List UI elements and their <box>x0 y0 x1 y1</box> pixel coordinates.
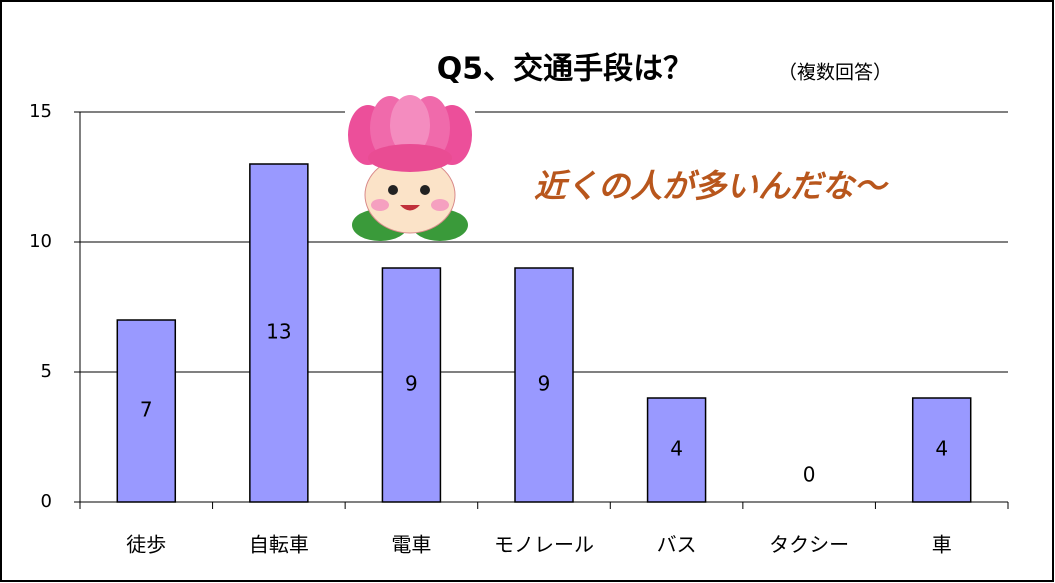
bar <box>249 163 309 503</box>
data-label: 9 <box>538 372 551 396</box>
bar <box>514 267 574 503</box>
bar <box>911 397 972 503</box>
mascot <box>345 95 475 241</box>
y-tick-label: 10 <box>29 231 52 252</box>
mascot-eye <box>388 185 398 195</box>
x-tick-label: 電車 <box>391 533 431 557</box>
x-tick-label: 車 <box>932 533 952 557</box>
data-label: 9 <box>405 372 418 396</box>
bar <box>381 267 442 503</box>
data-label: 4 <box>670 437 683 461</box>
x-tick-label: 自転車 <box>249 533 309 557</box>
mascot-cheek <box>431 199 449 211</box>
mascot-petal <box>390 95 430 155</box>
y-tick-label: 5 <box>41 361 52 382</box>
bar <box>116 319 177 503</box>
y-tick-label: 0 <box>41 491 52 512</box>
data-label: 13 <box>266 320 291 344</box>
mascot-petal <box>368 144 452 172</box>
bar <box>646 397 707 503</box>
y-tick-label: 15 <box>29 101 52 122</box>
data-label: 4 <box>935 437 948 461</box>
data-label: 0 <box>803 463 816 487</box>
chart-subtitle: （複数回答） <box>778 62 892 84</box>
mascot-mouth <box>400 205 420 211</box>
data-label: 7 <box>140 398 153 422</box>
x-tick-label: タクシー <box>769 533 849 557</box>
x-tick-label: 徒歩 <box>126 533 166 557</box>
x-tick-label: モノレール <box>494 533 594 557</box>
annotation: 近くの人が多いんだな～ <box>534 167 889 205</box>
mascot-cheek <box>371 199 389 211</box>
mascot-eye <box>420 185 430 195</box>
plot-area: 0 5 10 15 徒歩 7 自転車 13 電車 9 モノレール 9 バス 4 タクシー 0 車 4 <box>29 101 1009 557</box>
chart-title: Q5、交通手段は？ <box>437 52 693 87</box>
x-tick-label: バス <box>657 533 697 557</box>
